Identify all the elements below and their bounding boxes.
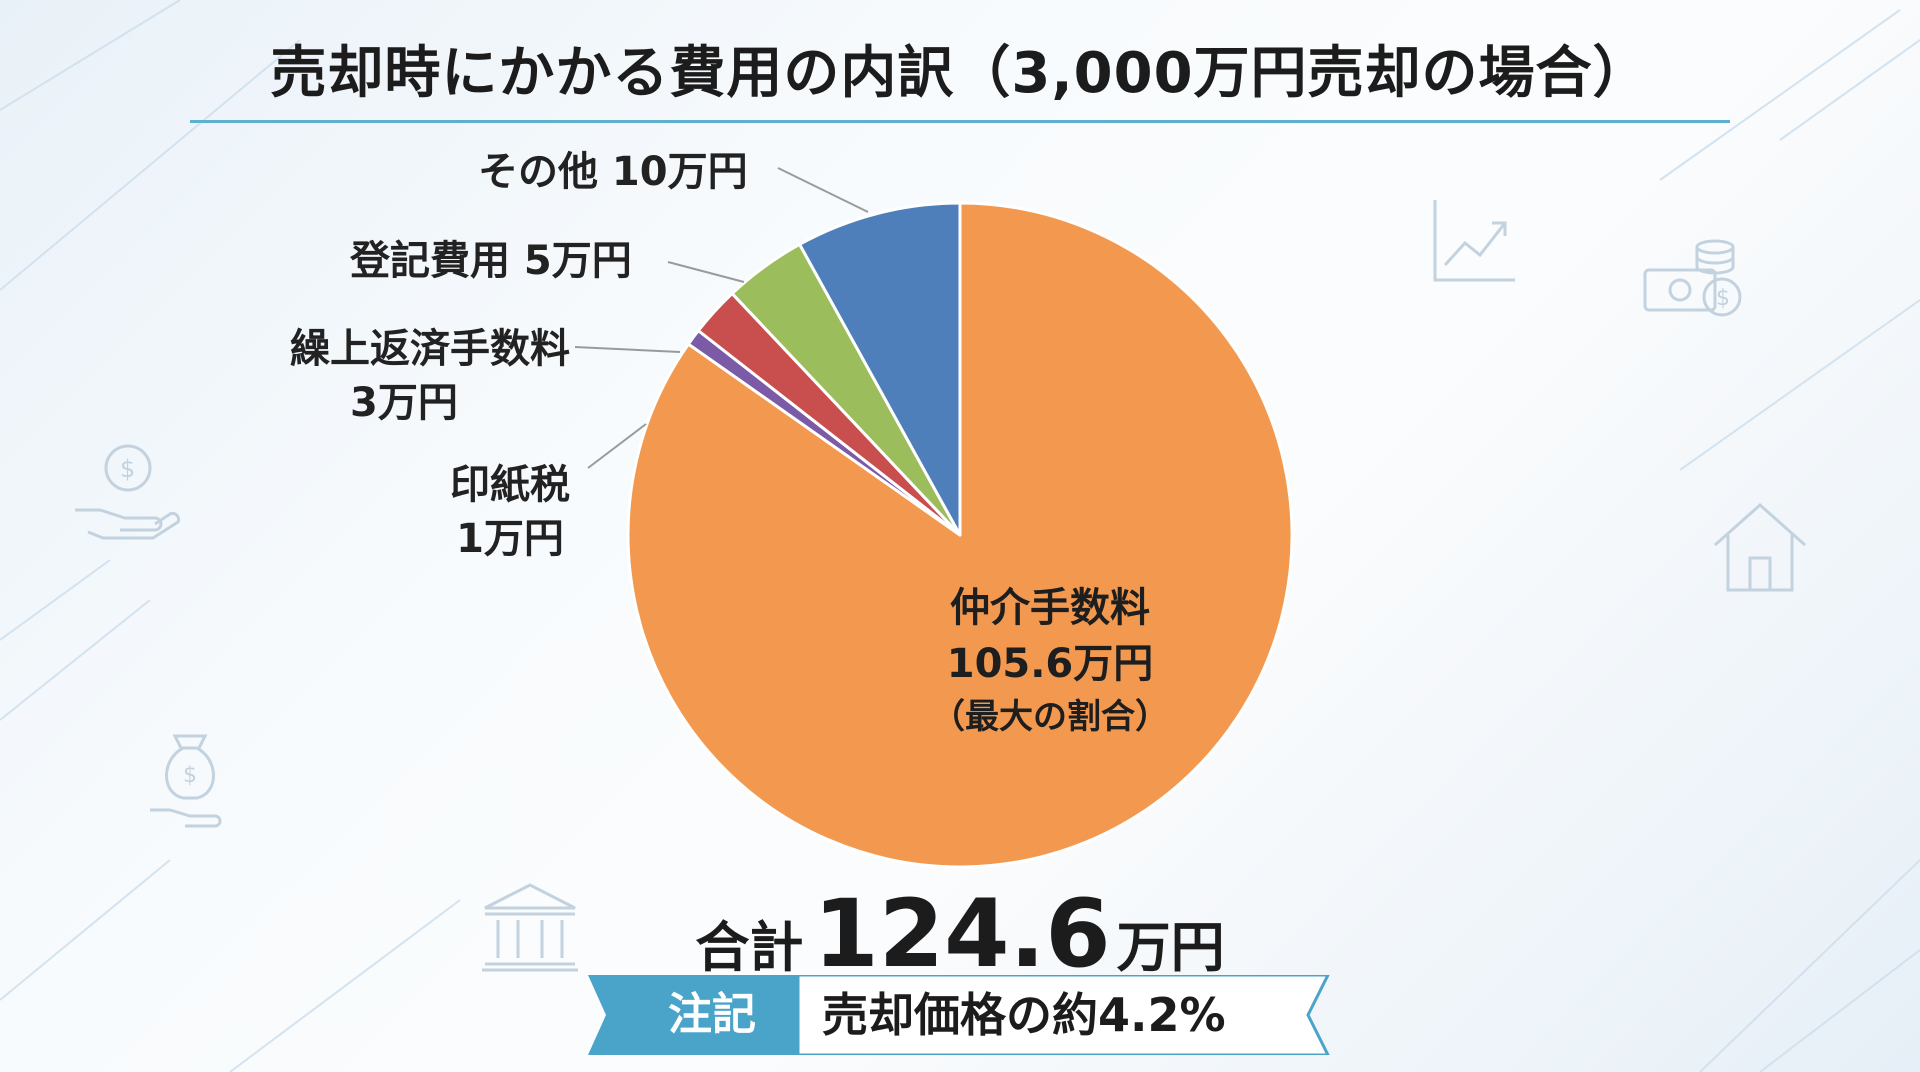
label-registration: 登記費用 5万円: [350, 238, 632, 284]
label-prepay-value: 3万円: [350, 380, 458, 426]
label-stamp-name: 印紙税: [450, 462, 570, 508]
label-stamp-value: 1万円: [456, 516, 564, 562]
pie-slice-4: [798, 201, 962, 537]
leader-line-other: [777, 167, 869, 213]
note-tag: 注記: [668, 989, 756, 1040]
label-brokerage-value: 105.6万円: [946, 641, 1154, 687]
label-brokerage-name: 仲介手数料: [950, 585, 1150, 631]
label-prepay-name: 繰上返済手数料: [290, 326, 570, 372]
svg-text:$: $: [1716, 286, 1730, 311]
page-title: 売却時にかかる費用の内訳（3,000万円売却の場合）: [270, 41, 1650, 106]
note-banner-shape: [588, 975, 1330, 1055]
cash-coins-icon: $: [1643, 239, 1742, 317]
total-amount: 合計 124.6 万円: [0, 880, 1920, 989]
bank-icon: [482, 883, 578, 972]
leader-line-stamp: [587, 423, 647, 469]
label-prepay: 繰上返済手数料 3万円: [220, 322, 570, 430]
line-chart-icon: [1433, 200, 1515, 282]
label-brokerage-note: （最大の割合）: [931, 697, 1169, 737]
label-brokerage: 仲介手数料 105.6万円 （最大の割合）: [900, 580, 1200, 742]
note-banner: 注記 売却価格の約4.2%: [588, 975, 1333, 1055]
label-other: その他 10万円: [478, 149, 748, 195]
note-text: 売却価格の約4.2%: [822, 988, 1226, 1042]
leader-line-registration: [667, 261, 745, 283]
total-prefix: 合計: [695, 916, 804, 979]
title-divider: [190, 120, 1730, 123]
svg-text:$: $: [120, 455, 135, 483]
leader-line-prepay: [574, 346, 681, 353]
house-icon: [1714, 502, 1806, 592]
money-bag-hand-icon: $: [150, 734, 222, 828]
hand-coin-icon: $: [75, 444, 180, 540]
svg-text:$: $: [183, 763, 197, 788]
label-stamp: 印紙税 1万円: [440, 458, 580, 566]
total-unit: 万円: [1116, 916, 1225, 979]
total-value: 124.6: [813, 880, 1111, 989]
